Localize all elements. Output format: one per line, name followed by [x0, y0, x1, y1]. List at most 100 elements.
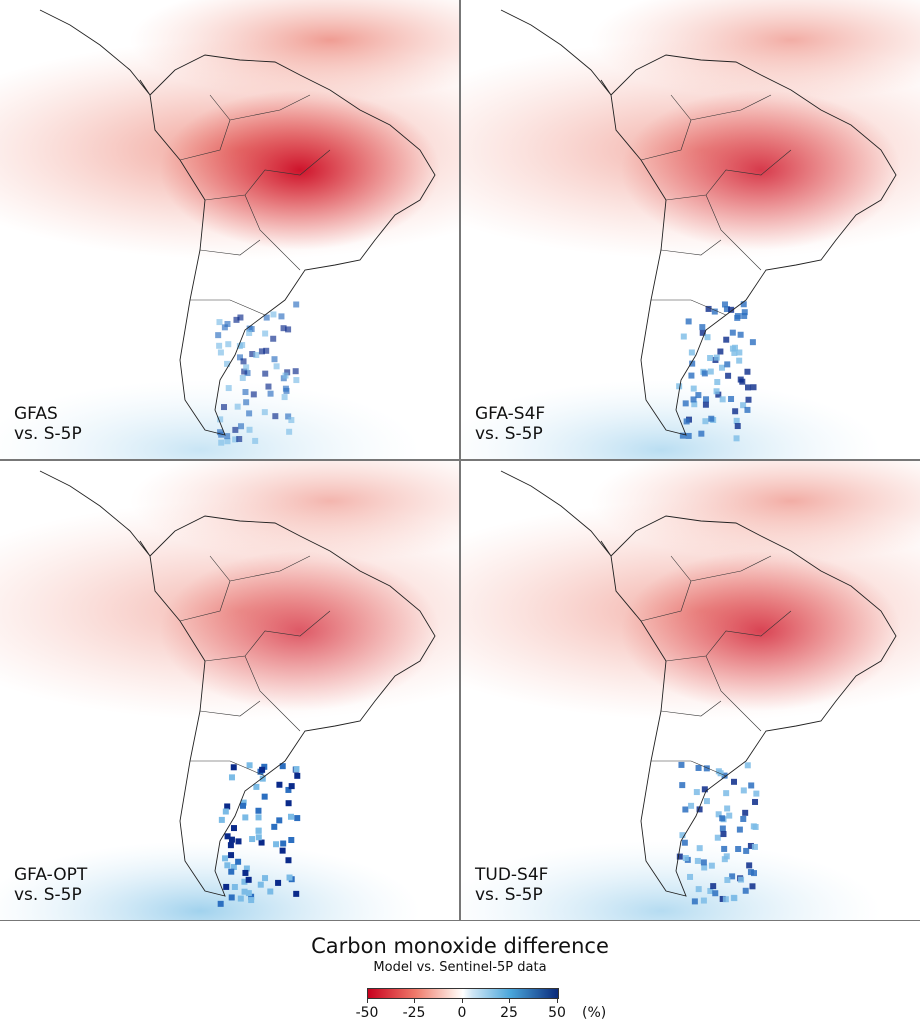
coastline — [610, 54, 897, 436]
co-pixel — [293, 377, 300, 384]
co-pixel — [243, 364, 250, 371]
co-pixel — [259, 775, 266, 782]
co-pixel — [707, 368, 714, 375]
co-pixel — [712, 890, 719, 897]
tick-label: 50 — [548, 1005, 566, 1021]
co-pixel — [255, 807, 262, 814]
co-pixel — [267, 390, 274, 397]
co-pixel — [691, 401, 698, 408]
co-pixel — [238, 423, 245, 430]
co-pixel — [740, 787, 747, 794]
co-pixel — [748, 782, 755, 789]
co-pixel — [241, 878, 248, 885]
co-core — [160, 551, 440, 711]
co-pixel — [696, 806, 703, 813]
co-pixel — [734, 314, 741, 321]
co-pixel — [225, 385, 232, 392]
co-pixel — [294, 772, 301, 779]
co-pixel — [719, 815, 726, 822]
co-pixel — [293, 301, 300, 308]
co-pixel — [279, 763, 286, 770]
co-pixel — [685, 432, 692, 439]
tick-label: -25 — [402, 1005, 426, 1021]
co-pixel — [707, 887, 714, 894]
co-pixel — [753, 790, 760, 797]
co-pixel — [724, 805, 731, 812]
co-pixel — [723, 336, 730, 343]
co-pixel — [705, 305, 712, 312]
co-pixel — [279, 847, 286, 854]
co-south-blue — [0, 841, 420, 920]
co-pixel — [263, 314, 270, 321]
co-pixel — [737, 331, 744, 338]
co-pixel — [711, 308, 718, 315]
co-pixel — [230, 825, 237, 832]
co-pixel — [682, 855, 689, 862]
co-pixel — [240, 799, 247, 806]
co-pixel — [253, 783, 260, 790]
co-pixel — [745, 396, 752, 403]
co-pixel — [736, 826, 743, 833]
co-pixel — [242, 814, 249, 821]
co-pixel — [278, 313, 285, 320]
co-pixel — [258, 839, 265, 846]
colorbar-tick — [367, 998, 368, 1003]
co-pixel — [255, 827, 262, 834]
co-pixel — [246, 762, 253, 769]
co-pixel — [285, 413, 292, 420]
co-pixel — [698, 430, 705, 437]
map-panel-gfas: GFAS vs. S-5P — [0, 0, 459, 459]
co-pixel — [255, 814, 262, 821]
co-pixel — [258, 348, 265, 355]
co-pixel — [216, 342, 223, 349]
colorbar — [367, 988, 559, 999]
panel-label: GFA-OPT vs. S-5P — [14, 865, 88, 905]
co-pixel — [283, 387, 290, 394]
co-pixel — [228, 836, 235, 843]
co-pixel — [702, 418, 709, 425]
co-pixel — [703, 396, 710, 403]
co-pixel — [285, 857, 292, 864]
co-pixel — [231, 884, 238, 891]
co-pixel — [708, 862, 715, 869]
co-pixel — [241, 888, 248, 895]
co-pixel — [243, 865, 250, 872]
co-pixel — [271, 823, 278, 830]
co-pixel — [701, 370, 708, 377]
co-pixel — [751, 843, 758, 850]
co-pixel — [221, 324, 228, 331]
co-pixel — [713, 354, 720, 361]
co-pixel — [235, 858, 242, 865]
legend-title: Carbon monoxide difference — [311, 934, 609, 958]
co-pixel — [235, 838, 242, 845]
co-band-north — [591, 0, 920, 100]
co-pixel — [690, 396, 697, 403]
co-pixel — [689, 360, 696, 367]
co-pixel — [223, 883, 230, 890]
co-pixel — [259, 766, 266, 773]
central-america-coast — [39, 9, 151, 96]
co-pixel — [696, 845, 703, 852]
co-pixel — [284, 369, 291, 376]
co-pixel — [248, 326, 255, 333]
co-pixel — [275, 879, 282, 886]
co-pixel — [239, 375, 246, 382]
co-pixel — [721, 845, 728, 852]
co-pixel — [731, 778, 738, 785]
country-borders — [640, 555, 792, 777]
co-band-north — [130, 0, 459, 100]
colorbar-tick — [462, 998, 463, 1003]
co-pixel — [743, 847, 750, 854]
co-pixel — [286, 874, 293, 881]
co-pixel — [224, 360, 231, 367]
co-pixel — [257, 881, 264, 888]
co-core — [160, 90, 440, 250]
co-pixel — [708, 415, 715, 422]
map-svg — [0, 461, 459, 920]
co-pixel — [691, 898, 698, 905]
co-pixel — [694, 857, 701, 864]
co-pixel — [280, 325, 287, 332]
co-pixel — [224, 321, 231, 328]
co-pixel — [234, 403, 241, 410]
tick-label: -50 — [355, 1005, 379, 1021]
